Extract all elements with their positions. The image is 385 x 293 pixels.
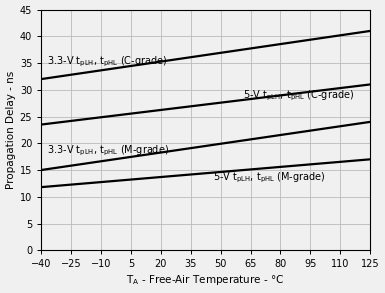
Text: 5-V t$_\mathrm{pLH}$, t$_\mathrm{pHL}$ (M-grade): 5-V t$_\mathrm{pLH}$, t$_\mathrm{pHL}$ (…	[213, 171, 325, 185]
X-axis label: T$_\mathregular{A}$ - Free-Air Temperature - °C: T$_\mathregular{A}$ - Free-Air Temperatu…	[127, 273, 285, 287]
Y-axis label: Propagation Delay - ns: Propagation Delay - ns	[5, 71, 15, 189]
Text: 3.3-V t$_\mathrm{pLH}$, t$_\mathrm{pHL}$ (M-grade): 3.3-V t$_\mathrm{pLH}$, t$_\mathrm{pHL}$…	[47, 144, 169, 158]
Text: 3.3-V t$_\mathrm{pLH}$, t$_\mathrm{pHL}$ (C-grade): 3.3-V t$_\mathrm{pLH}$, t$_\mathrm{pHL}$…	[47, 55, 168, 69]
Text: 5-V t$_\mathrm{pLH}$, t$_\mathrm{pHL}$ (C-grade): 5-V t$_\mathrm{pLH}$, t$_\mathrm{pHL}$ (…	[243, 89, 354, 103]
